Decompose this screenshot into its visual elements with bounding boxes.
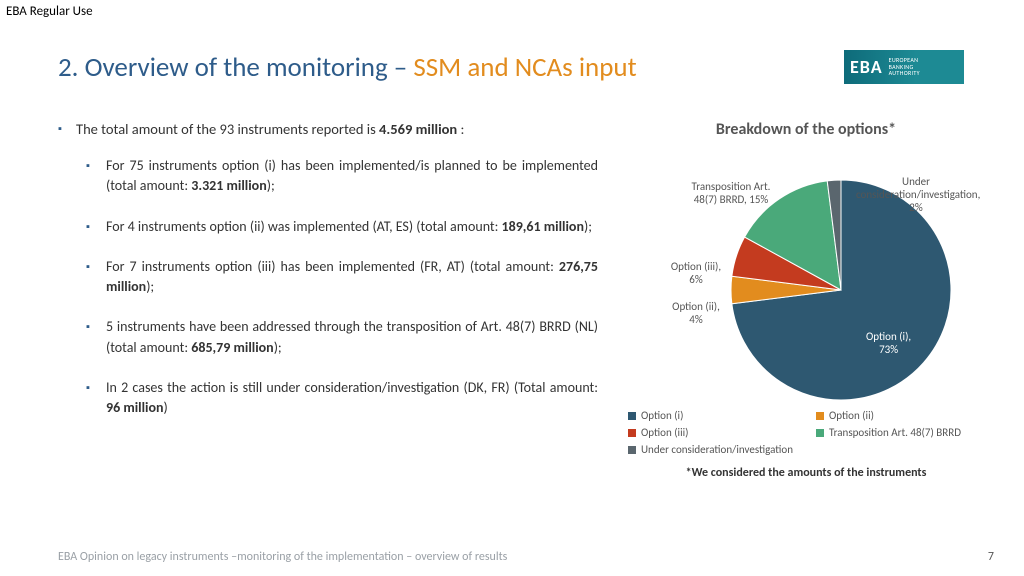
footer-text: EBA Opinion on legacy instruments –monit…: [58, 550, 507, 564]
sub-bullet: For 75 instruments option (i) has been i…: [106, 156, 598, 197]
logo-abbr: EBA: [850, 56, 883, 78]
chart-legend: Option (i) Option (ii) Option (iii) Transpo…: [618, 409, 994, 456]
legend-label: Transposition Art. 48(7) BRRD: [829, 426, 961, 439]
sub-bullet: 5 instruments have been addressed throug…: [106, 317, 598, 358]
legend-swatch: [628, 446, 636, 454]
title-row: 2. Overview of the monitoring – SSM and …: [58, 50, 964, 84]
pie-callout-label: Transposition Art.48(7) BRRD, 15%: [671, 180, 791, 206]
page-number: 7: [988, 550, 994, 564]
legend-swatch: [628, 429, 636, 437]
title-part1: 2. Overview of the monitoring –: [58, 51, 413, 84]
bullet-column: The total amount of the 93 instruments r…: [58, 120, 598, 526]
pie-callout-label: Option (ii),4%: [636, 300, 756, 326]
legend-item: Option (i): [628, 409, 806, 422]
chart-footnote: *We considered the amounts of the instru…: [618, 466, 994, 480]
legend-label: Under consideration/investigation: [641, 443, 793, 456]
slide-footer: EBA Opinion on legacy instruments –monit…: [58, 550, 994, 564]
legend-swatch: [628, 412, 636, 420]
slide-title: 2. Overview of the monitoring – SSM and …: [58, 51, 637, 84]
title-part2: SSM and NCAs input: [413, 51, 636, 84]
legend-swatch: [816, 412, 824, 420]
pie-callout-label: Underconsideration/investigation, 2%: [856, 175, 976, 215]
pie-chart: Option (i),73% Option (ii),4% Option (iii)…: [626, 145, 986, 405]
chart-column: Breakdown of the options* Option (i),73%…: [618, 120, 994, 526]
legend-swatch: [816, 429, 824, 437]
sub-bullet: For 7 instruments option (iii) has been …: [106, 257, 598, 298]
legend-item: Under consideration/investigation: [628, 443, 806, 456]
legend-label: Option (i): [641, 409, 683, 422]
sub-bullet: In 2 cases the action is still under con…: [106, 378, 598, 419]
legend-item: Transposition Art. 48(7) BRRD: [816, 426, 994, 439]
logo-sub: EUROPEAN BANKING AUTHORITY: [889, 57, 920, 77]
legend-item: Option (ii): [816, 409, 994, 422]
legend-label: Option (iii): [641, 426, 688, 439]
legend-label: Option (ii): [829, 409, 874, 422]
sub-bullet: For 4 instruments option (ii) was implem…: [106, 217, 598, 237]
pie-callout-label: Option (iii),6%: [636, 260, 756, 286]
classification-label: EBA Regular Use: [6, 4, 93, 19]
intro-bullet: The total amount of the 93 instruments r…: [58, 120, 598, 138]
legend-item: Option (iii): [628, 426, 806, 439]
pie-slice-label: Option (i),73%: [866, 330, 911, 356]
eba-logo: EBA EUROPEAN BANKING AUTHORITY: [844, 50, 964, 84]
chart-title: Breakdown of the options*: [618, 120, 994, 139]
